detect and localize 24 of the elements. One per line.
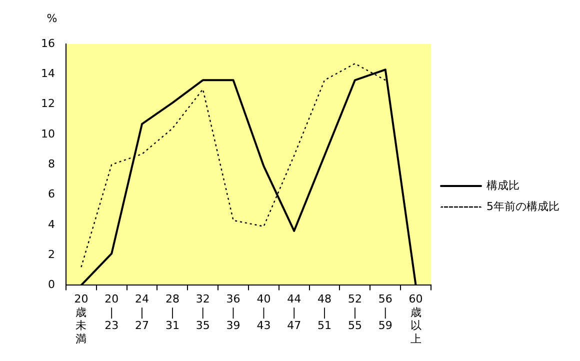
- x-tick-label: 20歳未満: [74, 292, 88, 346]
- y-tick-label: 8: [48, 157, 55, 170]
- x-tick-label: 40 | 43: [256, 292, 271, 332]
- y-tick-label: 10: [40, 127, 55, 140]
- legend-label: 構成比: [486, 178, 520, 192]
- x-tick-label: 48 | 51: [318, 292, 332, 332]
- y-tick-label: 14: [40, 67, 55, 80]
- y-tick-label: 16: [40, 36, 55, 50]
- y-tick-label: 0: [48, 278, 55, 292]
- y-tick-label: 6: [48, 188, 55, 201]
- x-tick-label: 32 | 35: [196, 292, 210, 332]
- x-tick-label: 20 | 23: [104, 292, 119, 332]
- y-tick-label: 2: [48, 248, 55, 261]
- y-axis-title: %: [46, 12, 58, 25]
- x-tick-label: 36 | 39: [226, 292, 240, 332]
- x-tick-label: 28 | 31: [165, 292, 180, 332]
- y-tick-label: 4: [48, 218, 55, 231]
- x-tick-label: 56 | 59: [378, 292, 392, 332]
- x-tick-label: 44 | 47: [287, 292, 302, 332]
- y-tick-label: 12: [40, 97, 55, 110]
- x-tick-label: 52 | 55: [348, 292, 362, 332]
- x-tick-label: 24 | 27: [135, 292, 150, 332]
- x-tick-label: 60歳以上: [408, 292, 423, 346]
- legend-label: 5年前の構成比: [486, 200, 560, 213]
